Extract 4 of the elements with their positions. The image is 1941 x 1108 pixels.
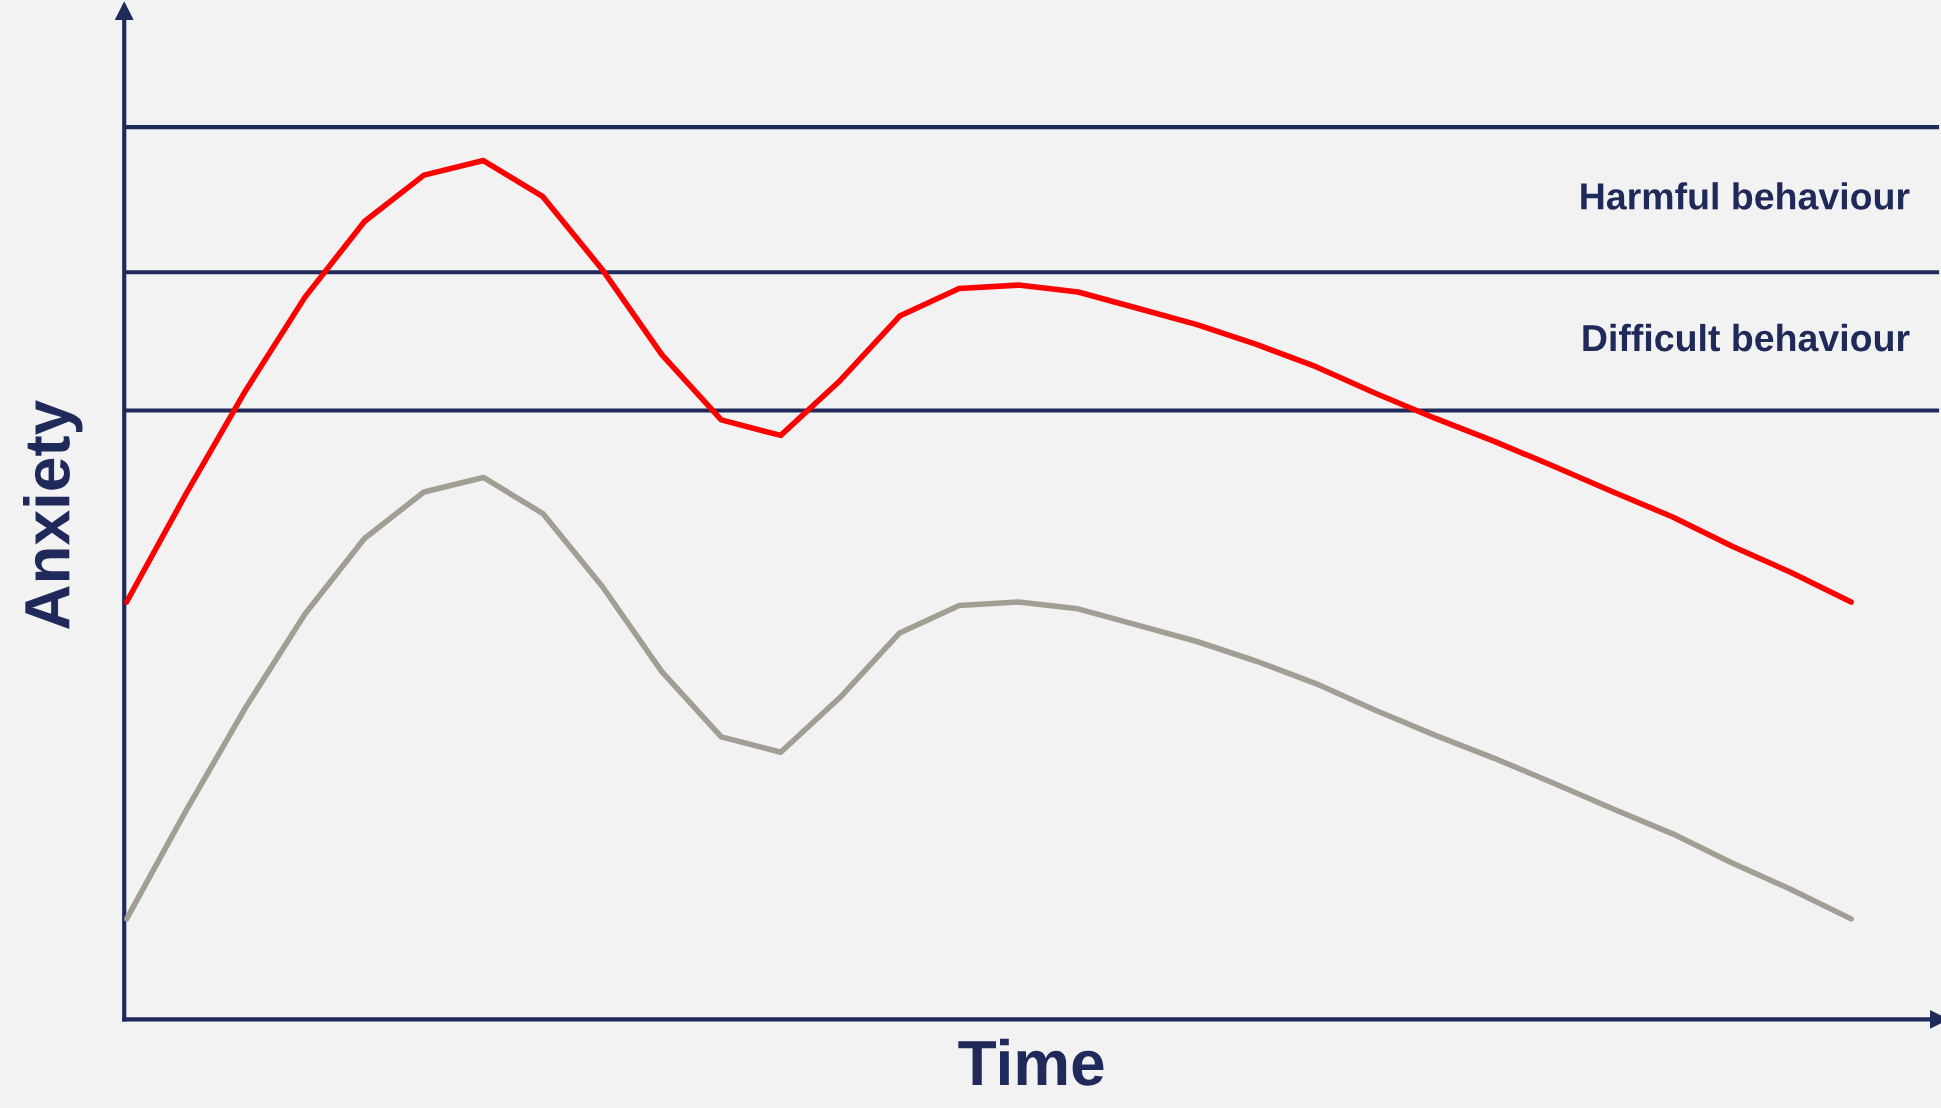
- annotation: Difficult behaviour: [1583, 323, 1910, 352]
- annotation: Harmful behaviour: [1581, 182, 1910, 210]
- y-axis-title: Anxiety: [23, 400, 83, 630]
- x-axis-title: Time: [958, 1038, 1104, 1086]
